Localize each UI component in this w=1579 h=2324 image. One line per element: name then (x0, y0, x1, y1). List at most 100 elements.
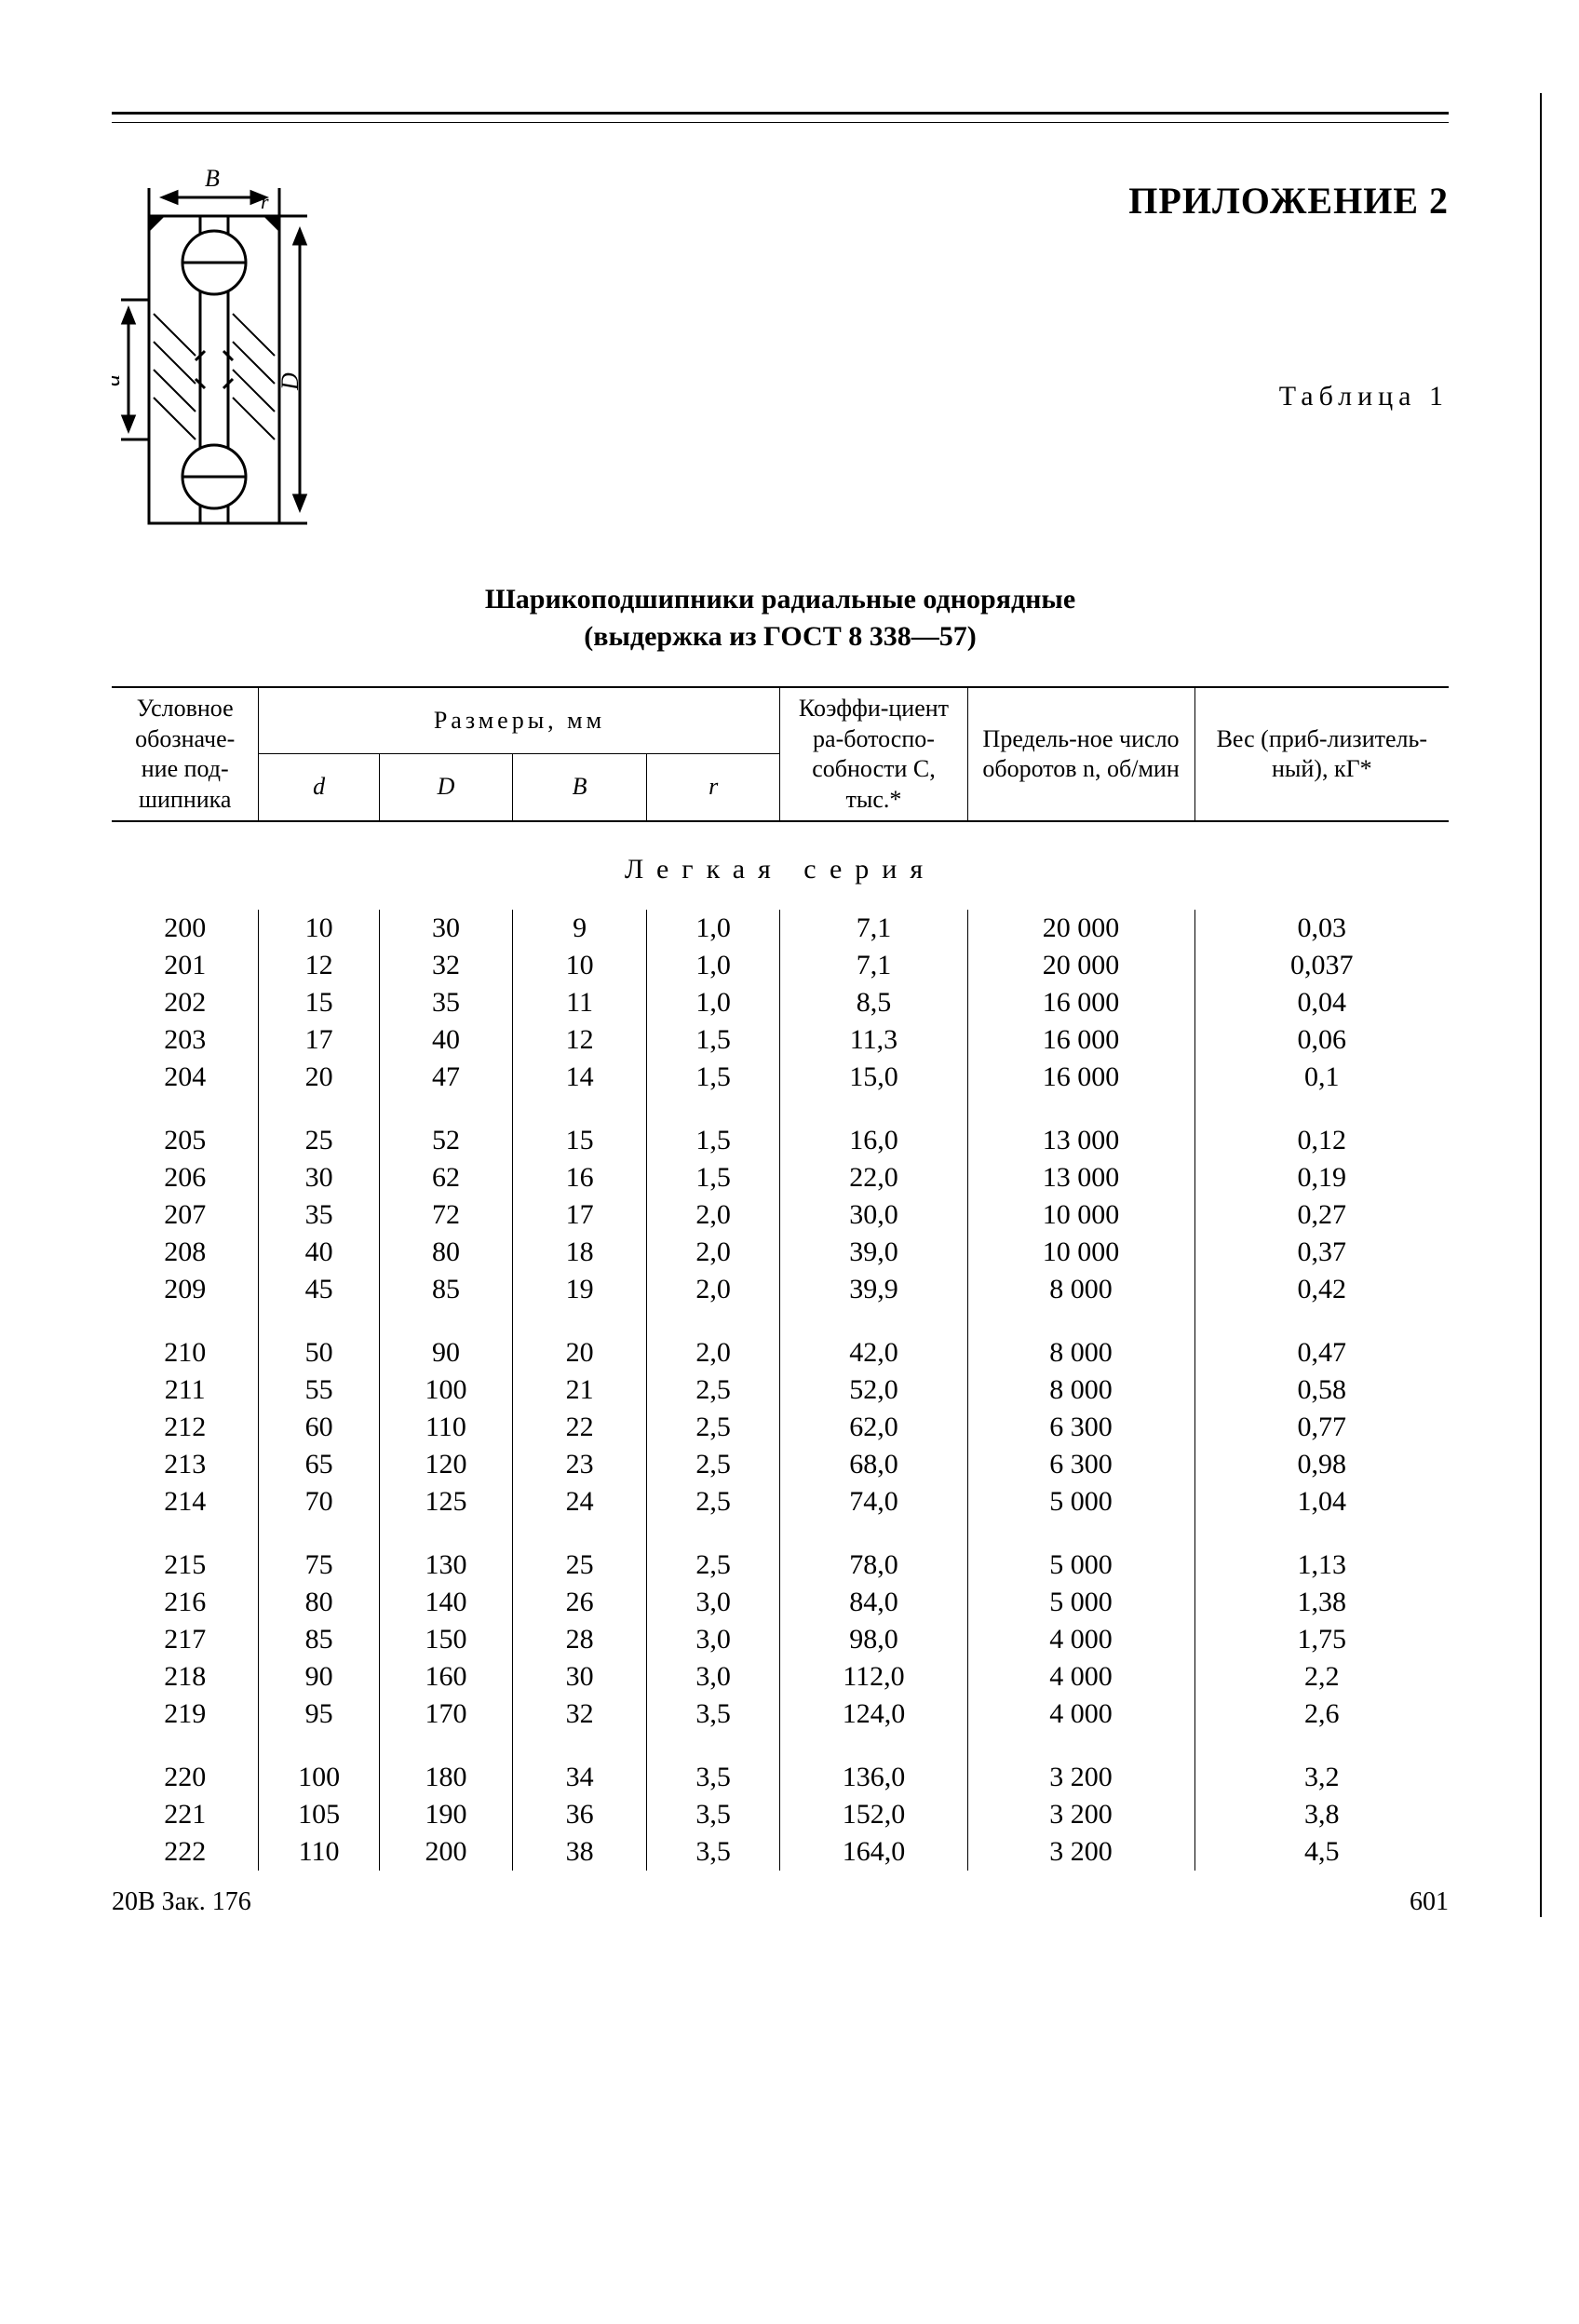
table-cell: 11 (513, 984, 647, 1021)
table-cell: 13 000 (967, 1159, 1194, 1196)
table-cell: 25 (513, 1547, 647, 1584)
table-cell: 0,04 (1194, 984, 1449, 1021)
table-cell: 8 000 (967, 1371, 1194, 1409)
table-cell: 205 (112, 1122, 259, 1159)
table-title: Шарикоподшипники радиальные однорядные (112, 584, 1449, 615)
diagram-label-d: d (112, 373, 125, 386)
page-right-margin-rule (1540, 93, 1542, 1917)
table-cell: 80 (379, 1234, 513, 1271)
appendix-title: ПРИЛОЖЕНИЕ 2 (317, 179, 1449, 223)
table-cell: 112,0 (780, 1658, 967, 1696)
table-cell: 42,0 (780, 1334, 967, 1371)
table-cell: 3,0 (646, 1584, 780, 1621)
table-cell: 36 (513, 1796, 647, 1833)
table-cell: 22 (513, 1409, 647, 1446)
table-cell: 213 (112, 1446, 259, 1483)
table-cell: 13 000 (967, 1122, 1194, 1159)
table-cell: 1,04 (1194, 1483, 1449, 1520)
table-row: 21365120232,568,06 3000,98 (112, 1446, 1449, 1483)
table-cell: 10 (259, 910, 379, 947)
table-cell: 140 (379, 1584, 513, 1621)
table-cell: 2,0 (646, 1196, 780, 1234)
table-cell: 18 (513, 1234, 647, 1271)
table-cell: 1,13 (1194, 1547, 1449, 1584)
table-cell: 0,27 (1194, 1196, 1449, 1234)
table-cell: 5 000 (967, 1483, 1194, 1520)
table-cell: 207 (112, 1196, 259, 1234)
table-cell: 62 (379, 1159, 513, 1196)
table-cell: 200 (379, 1833, 513, 1871)
table-cell: 0,1 (1194, 1059, 1449, 1096)
table-cell: 85 (379, 1271, 513, 1308)
data-table: 200103091,07,120 0000,032011232101,07,12… (112, 910, 1449, 1871)
table-cell: 8 000 (967, 1271, 1194, 1308)
table-cell: 190 (379, 1796, 513, 1833)
table-cell: 0,42 (1194, 1271, 1449, 1308)
table-cell: 20 000 (967, 947, 1194, 984)
table-row: 2042047141,515,016 0000,1 (112, 1059, 1449, 1096)
table-row: 21995170323,5124,04 0002,6 (112, 1696, 1449, 1733)
table-cell: 110 (259, 1833, 379, 1871)
hdr-w: Вес (приб-лизитель-ный), кГ* (1194, 688, 1449, 821)
table-cell: 9 (513, 910, 647, 947)
table-cell: 90 (379, 1334, 513, 1371)
series-title: Легкая серия (112, 854, 1449, 885)
table-cell: 35 (259, 1196, 379, 1234)
table-cell: 8,5 (780, 984, 967, 1021)
table-cell: 40 (259, 1234, 379, 1271)
table-cell: 0,37 (1194, 1234, 1449, 1271)
table-row: 2052552151,516,013 0000,12 (112, 1122, 1449, 1159)
table-cell: 218 (112, 1658, 259, 1696)
table-cell: 0,58 (1194, 1371, 1449, 1409)
table-cell: 15 (513, 1122, 647, 1159)
table-cell: 39,9 (780, 1271, 967, 1308)
table-cell: 202 (112, 984, 259, 1021)
table-cell: 22,0 (780, 1159, 967, 1196)
table-row: 220100180343,5136,03 2003,2 (112, 1759, 1449, 1796)
table-cell: 38 (513, 1833, 647, 1871)
diagram-label-r: r (261, 190, 269, 213)
table-cell: 2,5 (646, 1547, 780, 1584)
table-cell: 70 (259, 1483, 379, 1520)
table-cell: 3 200 (967, 1833, 1194, 1871)
hdr-design: Условное обозначе-ние под-шипника (112, 688, 259, 821)
table-cell: 3 200 (967, 1759, 1194, 1796)
table-cell: 4 000 (967, 1658, 1194, 1696)
table-cell: 2,0 (646, 1234, 780, 1271)
table-cell: 136,0 (780, 1759, 967, 1796)
table-cell: 3,2 (1194, 1759, 1449, 1796)
table-cell: 0,47 (1194, 1334, 1449, 1371)
table-cell: 1,75 (1194, 1621, 1449, 1658)
table-cell: 180 (379, 1759, 513, 1796)
table-cell: 105 (259, 1796, 379, 1833)
table-cell: 7,1 (780, 947, 967, 984)
table-cell: 2,5 (646, 1409, 780, 1446)
bearing-diagram: B d D r (112, 160, 317, 556)
table-row: 21890160303,0112,04 0002,2 (112, 1658, 1449, 1696)
table-cell: 200 (112, 910, 259, 947)
table-cell: 32 (513, 1696, 647, 1733)
hdr-n: Предель-ное число оборотов n, об/мин (967, 688, 1194, 821)
table-cell: 16,0 (780, 1122, 967, 1159)
table-cell: 1,5 (646, 1159, 780, 1196)
table-cell: 5 000 (967, 1547, 1194, 1584)
table-cell: 65 (259, 1446, 379, 1483)
table-cell: 16 000 (967, 1059, 1194, 1096)
table-cell: 85 (259, 1621, 379, 1658)
table-cell: 74,0 (780, 1483, 967, 1520)
table-cell: 19 (513, 1271, 647, 1308)
table-cell: 24 (513, 1483, 647, 1520)
table-cell: 20 (513, 1334, 647, 1371)
table-cell: 0,12 (1194, 1122, 1449, 1159)
table-cell: 11,3 (780, 1021, 967, 1059)
table-cell: 222 (112, 1833, 259, 1871)
header-table: Условное обозначе-ние под-шипника Размер… (112, 686, 1449, 822)
table-cell: 221 (112, 1796, 259, 1833)
table-cell: 52 (379, 1122, 513, 1159)
table-row: 2031740121,511,316 0000,06 (112, 1021, 1449, 1059)
table-cell: 12 (513, 1021, 647, 1059)
table-cell: 15 (259, 984, 379, 1021)
table-cell: 1,5 (646, 1021, 780, 1059)
table-cell: 23 (513, 1446, 647, 1483)
table-cell: 52,0 (780, 1371, 967, 1409)
